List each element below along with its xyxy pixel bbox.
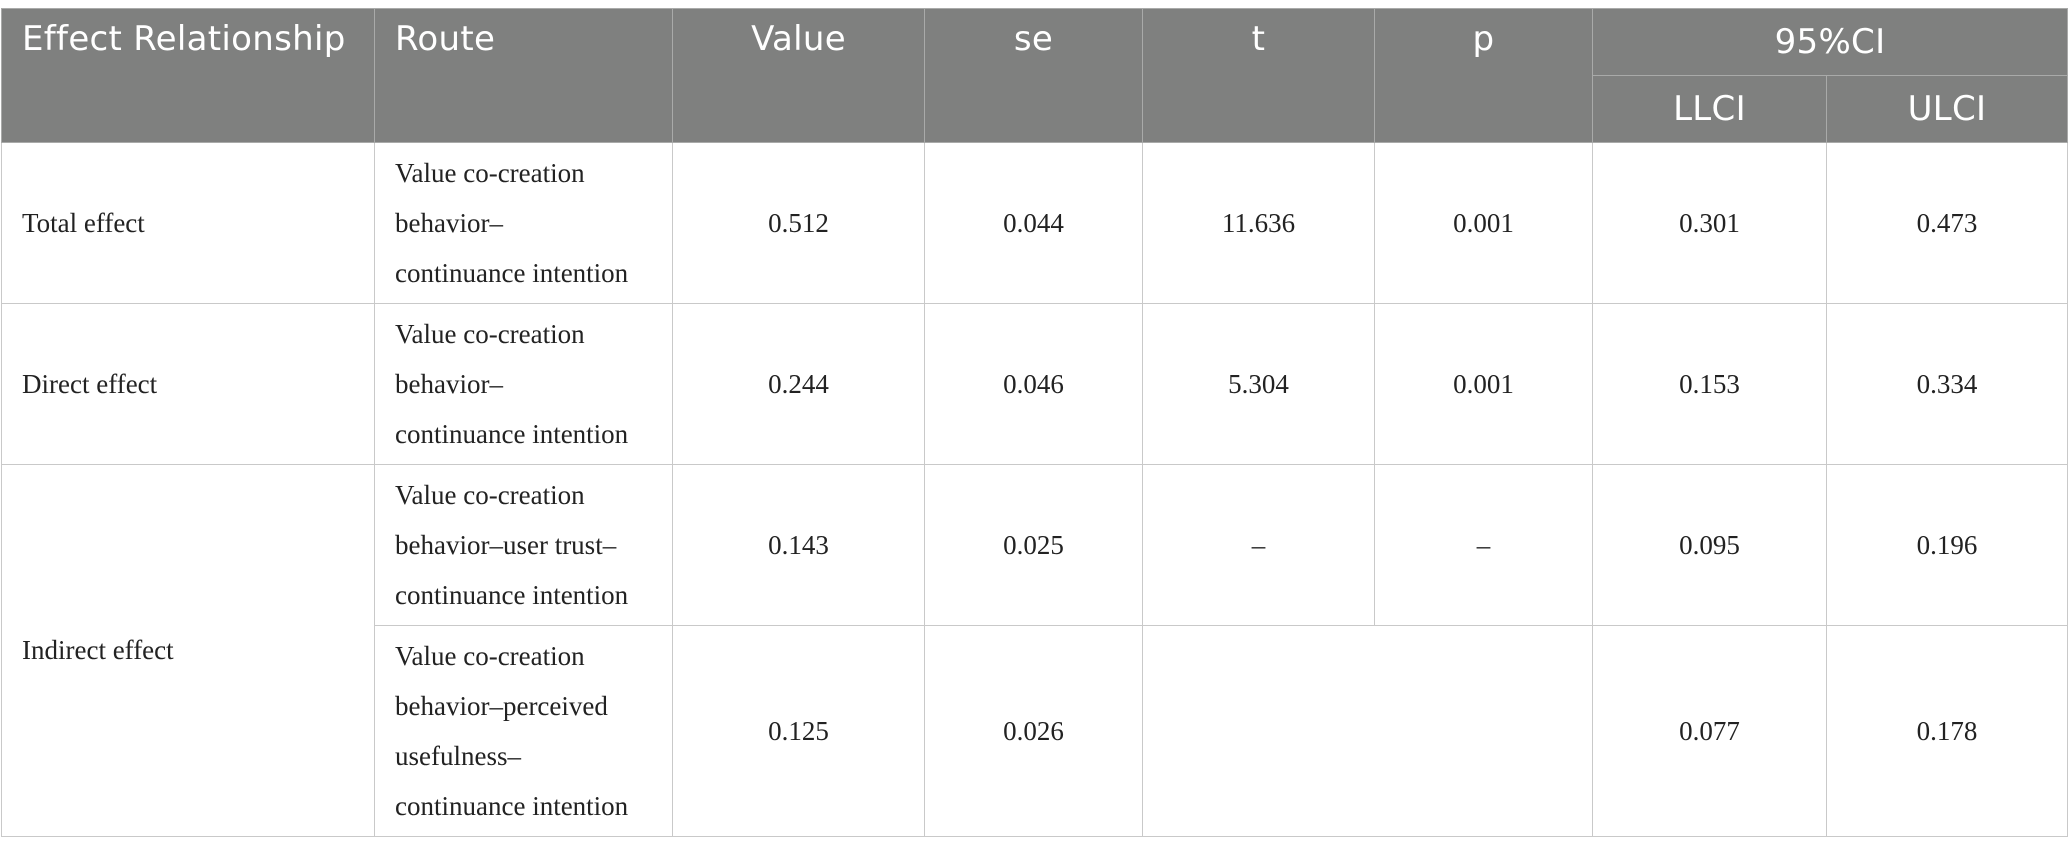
route-cell: Value co-creation behavior–user trust– c…: [374, 464, 673, 626]
route-line: continuance intention: [395, 258, 629, 288]
table-container: Effect Relationship Route Value se t p 9…: [1, 8, 2068, 837]
route-cell: Value co-creation behavior– continuance …: [374, 142, 673, 304]
value-cell: 0.244: [672, 303, 925, 465]
route-line: behavior–user trust–: [395, 530, 617, 560]
header-llci: LLCI: [1592, 75, 1827, 143]
se-cell: 0.044: [924, 142, 1143, 304]
t-cell: 5.304: [1142, 303, 1375, 465]
p-cell: 0.001: [1374, 142, 1593, 304]
effect-label: Indirect effect: [1, 464, 375, 837]
llci-cell: 0.301: [1592, 142, 1827, 304]
header-ulci: ULCI: [1826, 75, 2068, 143]
t-cell: 11.636: [1142, 142, 1375, 304]
route-line: Value co-creation: [395, 641, 585, 671]
route-line: Value co-creation: [395, 158, 585, 188]
llci-cell: 0.077: [1592, 625, 1827, 837]
header-95ci: 95%CI: [1592, 8, 2068, 76]
header-se: se: [924, 8, 1143, 143]
route-line: continuance intention: [395, 419, 629, 449]
route-line: behavior–perceived: [395, 691, 608, 721]
header-row-1: Effect Relationship Route Value se t p 9…: [1, 8, 2068, 143]
llci-cell: 0.095: [1592, 464, 1827, 626]
ulci-cell: 0.196: [1826, 464, 2068, 626]
route-cell: Value co-creation behavior– continuance …: [374, 303, 673, 465]
header-effect-relationship: Effect Relationship: [1, 8, 375, 143]
route-line: usefulness–: [395, 741, 521, 771]
effect-label: Total effect: [1, 142, 375, 304]
ulci-cell: 0.334: [1826, 303, 2068, 465]
p-cell: 0.001: [1374, 303, 1593, 465]
ulci-cell: 0.473: [1826, 142, 2068, 304]
llci-cell: 0.153: [1592, 303, 1827, 465]
table-row: Value co-creation behavior–perceived use…: [2, 625, 2068, 837]
header-p: p: [1374, 8, 1593, 143]
table-header: Effect Relationship Route Value se t p 9…: [1, 8, 2068, 143]
se-cell: 0.026: [924, 625, 1143, 837]
route-cell: Value co-creation behavior–perceived use…: [374, 625, 673, 837]
route-line: Value co-creation: [395, 480, 585, 510]
route-line: continuance intention: [395, 791, 629, 821]
table-row: Total effect Value co-creation behavior–…: [1, 142, 2068, 304]
table-body: Total effect Value co-creation behavior–…: [1, 142, 2068, 837]
table-row: Direct effect Value co-creation behavior…: [1, 303, 2068, 465]
empty-tp-cell: [1142, 625, 1593, 837]
header-row-2: LLCI ULCI: [2, 75, 2068, 143]
route-line: continuance intention: [395, 580, 629, 610]
se-cell: 0.046: [924, 303, 1143, 465]
header-route: Route: [374, 8, 673, 143]
t-cell: –: [1142, 464, 1375, 626]
route-line: behavior–: [395, 208, 503, 238]
value-cell: 0.512: [672, 142, 925, 304]
p-cell: –: [1374, 464, 1593, 626]
route-line: Value co-creation: [395, 319, 585, 349]
ulci-cell: 0.178: [1826, 625, 2068, 837]
value-cell: 0.143: [672, 464, 925, 626]
route-line: behavior–: [395, 369, 503, 399]
table-row: Indirect effect Value co-creation behavi…: [1, 464, 2068, 837]
value-cell: 0.125: [672, 625, 925, 837]
effects-table: Effect Relationship Route Value se t p 9…: [1, 8, 2068, 837]
se-cell: 0.025: [924, 464, 1143, 626]
header-t: t: [1142, 8, 1375, 143]
effect-label: Direct effect: [1, 303, 375, 465]
header-value: Value: [672, 8, 925, 143]
